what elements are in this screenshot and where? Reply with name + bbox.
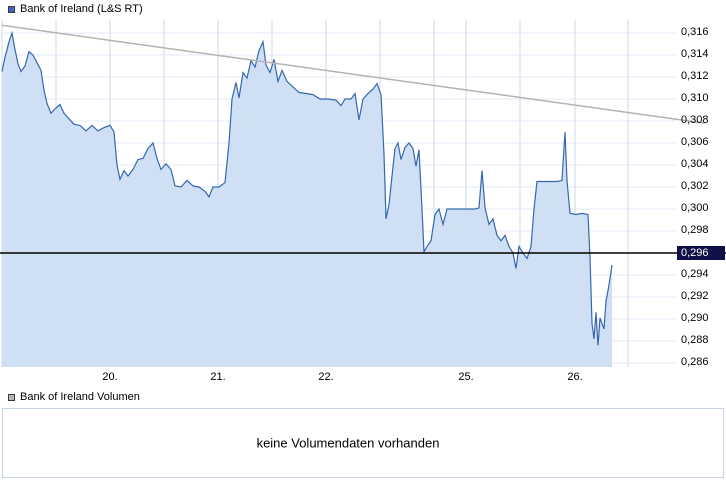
price-line xyxy=(1,30,613,346)
price-legend: Bank of Ireland (L&S RT) xyxy=(8,3,143,15)
volume-series-swatch-icon xyxy=(8,393,15,401)
volume-legend: Bank of Ireland Volumen xyxy=(8,391,140,403)
price-series-swatch-icon xyxy=(8,5,15,13)
volume-panel: keine Volumendaten vorhanden xyxy=(2,408,724,478)
last-price-value: 0,296 xyxy=(681,247,709,259)
price-chart-canvas xyxy=(0,20,726,367)
volume-empty-message: keine Volumendaten vorhanden xyxy=(256,435,440,451)
last-price-badge: 0,296 xyxy=(677,246,725,260)
price-legend-label: Bank of Ireland (L&S RT) xyxy=(20,3,143,15)
volume-legend-label: Bank of Ireland Volumen xyxy=(20,391,140,403)
price-area-fill xyxy=(2,33,612,367)
trendline xyxy=(1,24,706,124)
